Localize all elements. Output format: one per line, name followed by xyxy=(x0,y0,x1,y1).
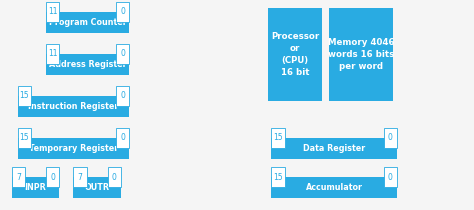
Bar xyxy=(12,177,59,198)
Bar xyxy=(271,128,284,147)
Text: Program Counter: Program Counter xyxy=(49,18,127,26)
Bar xyxy=(18,96,129,117)
Text: OUTR: OUTR xyxy=(85,184,109,192)
Text: Data Register: Data Register xyxy=(303,144,365,152)
Bar xyxy=(18,128,31,147)
Bar xyxy=(18,138,129,159)
Bar xyxy=(268,8,322,101)
Text: 0: 0 xyxy=(120,49,125,58)
Text: 0: 0 xyxy=(388,173,393,182)
Text: 15: 15 xyxy=(273,173,283,182)
Text: Temporary Register: Temporary Register xyxy=(29,144,118,152)
Bar xyxy=(73,168,87,187)
Bar xyxy=(271,138,397,159)
Bar xyxy=(46,54,129,75)
Text: Processor
or
(CPU)
16 bit: Processor or (CPU) 16 bit xyxy=(271,32,319,77)
Text: Instruction Register: Instruction Register xyxy=(28,102,118,110)
Text: 0: 0 xyxy=(112,173,117,182)
Bar xyxy=(383,128,397,147)
Bar xyxy=(116,128,129,147)
Text: 0: 0 xyxy=(120,91,125,100)
Bar xyxy=(271,168,284,187)
Bar xyxy=(46,168,59,187)
Bar xyxy=(12,168,25,187)
Bar xyxy=(46,1,60,21)
Text: Address Register: Address Register xyxy=(49,60,127,68)
Bar xyxy=(18,85,31,105)
Text: 0: 0 xyxy=(50,173,55,182)
Text: 11: 11 xyxy=(48,49,58,58)
Text: 15: 15 xyxy=(273,133,283,142)
Text: 7: 7 xyxy=(78,173,82,182)
Text: 0: 0 xyxy=(120,7,125,16)
Bar xyxy=(46,44,60,63)
Text: 15: 15 xyxy=(19,133,29,142)
Text: 7: 7 xyxy=(16,173,21,182)
Text: 0: 0 xyxy=(120,133,125,142)
Text: INPR: INPR xyxy=(25,184,46,192)
Bar xyxy=(116,44,129,63)
Bar xyxy=(108,168,121,187)
Bar xyxy=(116,85,129,105)
Text: 15: 15 xyxy=(19,91,29,100)
Text: 0: 0 xyxy=(388,133,393,142)
Bar xyxy=(46,12,129,33)
Bar xyxy=(116,1,129,21)
Text: Memory 4046
words 16 bits
per word: Memory 4046 words 16 bits per word xyxy=(328,38,395,71)
Bar xyxy=(73,177,121,198)
Bar xyxy=(271,177,397,198)
Bar xyxy=(383,168,397,187)
Text: 11: 11 xyxy=(48,7,58,16)
Text: Accumulator: Accumulator xyxy=(306,184,363,192)
Bar xyxy=(329,8,393,101)
